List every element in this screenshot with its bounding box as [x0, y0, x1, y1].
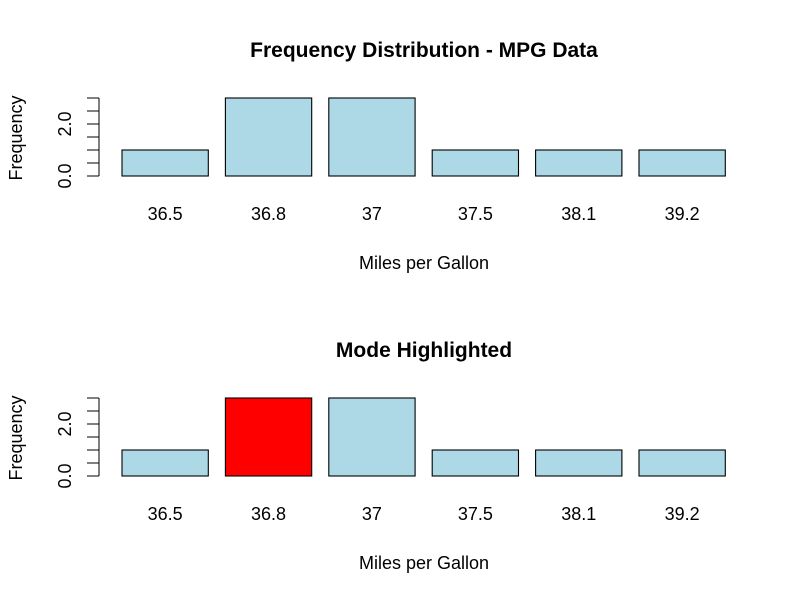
chart-panel-frequency-distribution: Frequency Distribution - MPG Data Freque…: [6, 39, 726, 273]
y-axis: 0.0 2.0: [55, 397, 100, 489]
y-tick-label: 0.0: [55, 463, 75, 488]
x-tick-labels: 36.5 36.8 37 37.5 38.1 39.2: [148, 504, 700, 524]
y-tick-label: 0.0: [55, 163, 75, 188]
x-axis-label: Miles per Gallon: [359, 253, 489, 273]
bar-39-2: [638, 149, 726, 177]
bar-37-5: [431, 149, 520, 177]
x-tick-label: 39.2: [665, 504, 700, 524]
x-axis-label: Miles per Gallon: [359, 553, 489, 573]
x-tick-label: 36.5: [148, 504, 183, 524]
x-tick-label: 36.8: [251, 504, 286, 524]
bar-39-2: [638, 449, 726, 477]
bar-37-5: [431, 449, 520, 477]
x-tick-label: 36.8: [251, 204, 286, 224]
bar-36-8: [224, 397, 313, 477]
bar-38-1: [535, 149, 623, 177]
bar-37: [328, 397, 416, 477]
y-axis-label: Frequency: [6, 95, 26, 180]
y-axis-label: Frequency: [6, 395, 26, 480]
x-tick-label: 37.5: [458, 504, 493, 524]
x-tick-label: 36.5: [148, 204, 183, 224]
x-tick-label: 37: [362, 204, 382, 224]
y-tick-label: 2.0: [55, 111, 75, 136]
x-tick-labels: 36.5 36.8 37 37.5 38.1 39.2: [148, 204, 700, 224]
bar-36-5: [121, 449, 209, 477]
bar-group: [121, 397, 726, 477]
bar-36-5: [121, 149, 209, 177]
chart-panel-mode-highlighted: Mode Highlighted Frequency Miles per Gal…: [6, 339, 726, 573]
bar-36-8: [224, 97, 313, 177]
x-tick-label: 37: [362, 504, 382, 524]
y-axis: 0.0 2.0: [55, 97, 100, 189]
x-tick-label: 39.2: [665, 204, 700, 224]
y-tick-label: 2.0: [55, 411, 75, 436]
bar-38-1: [535, 449, 623, 477]
chart-title: Mode Highlighted: [336, 339, 512, 362]
chart-title: Frequency Distribution - MPG Data: [250, 39, 598, 62]
bar-37: [328, 97, 416, 177]
x-tick-label: 38.1: [561, 504, 596, 524]
x-tick-label: 38.1: [561, 204, 596, 224]
x-tick-label: 37.5: [458, 204, 493, 224]
bar-group: [121, 97, 726, 177]
